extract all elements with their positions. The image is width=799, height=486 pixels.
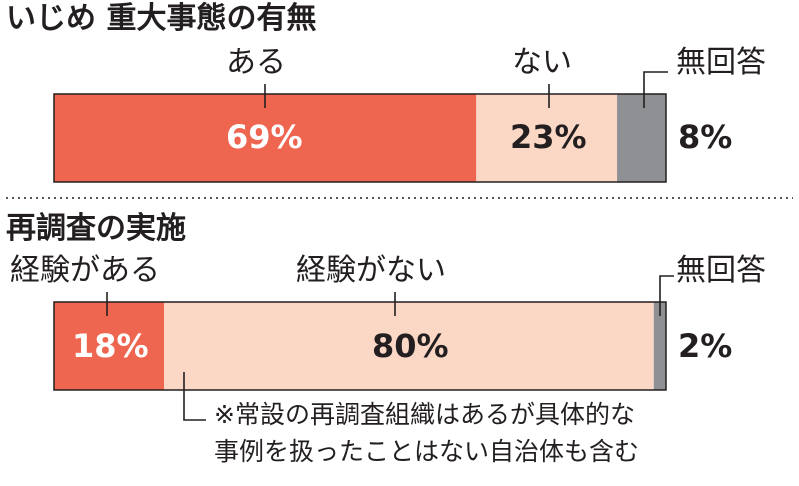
chart2-value-label: 80% xyxy=(372,327,449,365)
footnote-line-1: ※常設の再調査組織はあるが具体的な xyxy=(214,400,635,429)
chart2-bar-outline xyxy=(53,301,667,391)
footnote-leader-line xyxy=(183,372,206,421)
chart2-value-label: 2% xyxy=(678,327,733,365)
chart1-category-label: ある xyxy=(226,45,286,80)
chart2-category-label: 経験がない xyxy=(296,253,446,288)
chart2-bar-segment xyxy=(54,302,165,390)
chart1-value-label: 8% xyxy=(678,118,733,156)
footnote-line-2: 事例を扱ったことはない自治体も含む xyxy=(214,437,640,466)
chart1-bar-segment xyxy=(476,94,618,182)
chart1-category-label: 無回答 xyxy=(676,45,766,80)
chart1-category-label: ない xyxy=(512,45,572,80)
chart1-bar-outline xyxy=(53,93,667,183)
chart1-bar-segment xyxy=(54,94,477,182)
chart2-category-label: 経験がある xyxy=(10,253,160,288)
chart1-bar-segment xyxy=(617,94,666,182)
chart2-leader-line xyxy=(659,275,674,316)
chart1-title: いじめ 重大事態の有無 xyxy=(6,1,317,36)
chart2-value-label: 18% xyxy=(72,327,149,365)
chart1-value-label: 69% xyxy=(226,118,303,156)
chart2-category-label: 無回答 xyxy=(676,253,766,288)
chart2-title: 再調査の実施 xyxy=(6,211,186,246)
chart1-leader-line xyxy=(643,71,668,108)
chart2-bar-segment xyxy=(164,302,654,390)
chart1-value-label: 23% xyxy=(510,118,587,156)
chart2-bar-segment xyxy=(653,302,666,390)
